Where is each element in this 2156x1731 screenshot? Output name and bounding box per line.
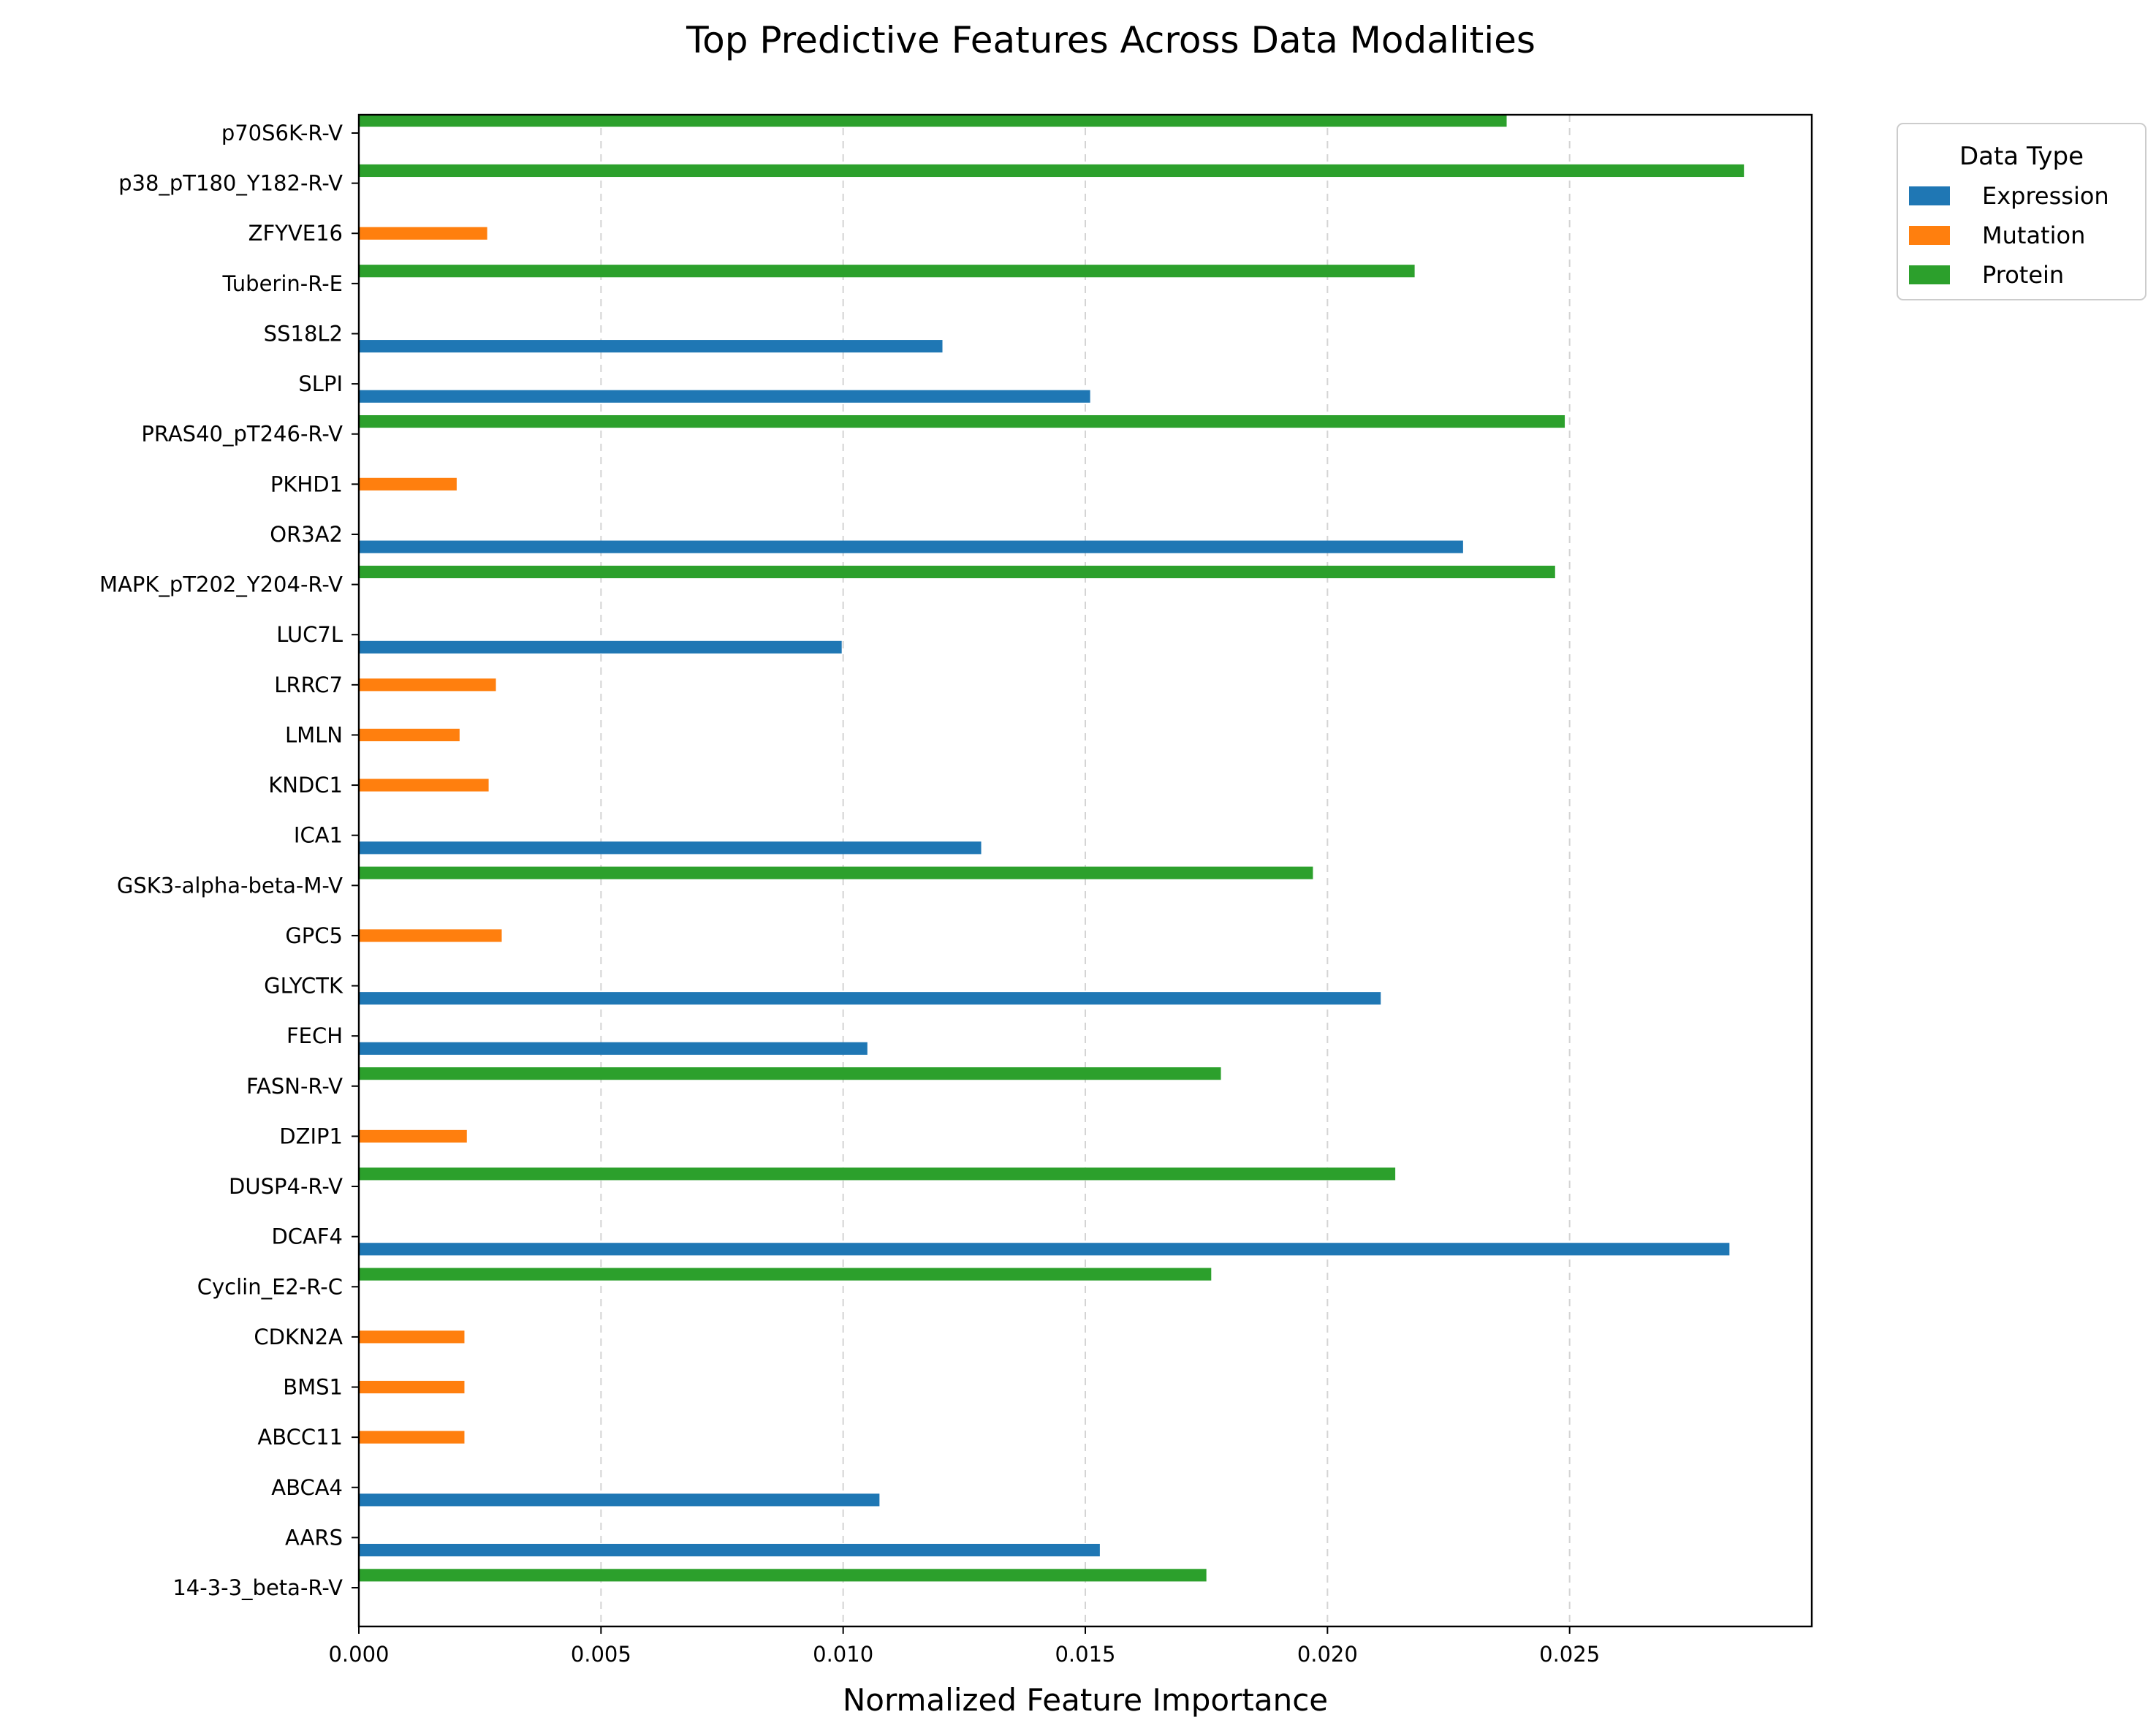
y-axis: p70S6K-R-V p38_pT180_Y182-R-V ZFYVE16 Tuber… xyxy=(99,121,359,1600)
y-tick-label: Cyclin_E2-R-C xyxy=(197,1274,343,1299)
y-tick-label: p38_pT180_Y182-R-V xyxy=(118,171,343,196)
legend-swatch-mutation xyxy=(1909,226,1950,245)
y-tick-label: FECH xyxy=(286,1023,343,1048)
bar-mutation xyxy=(359,477,457,490)
legend-label-expression: Expression xyxy=(1982,182,2109,210)
bar-expression xyxy=(359,1243,1730,1256)
bar-expression xyxy=(359,640,842,654)
legend-swatch-expression xyxy=(1909,186,1950,205)
y-tick-label: AARS xyxy=(285,1525,343,1550)
y-tick-label: DUSP4-R-V xyxy=(229,1174,343,1199)
bar-protein xyxy=(359,1268,1212,1281)
bar-protein xyxy=(359,265,1415,278)
y-tick-label: SLPI xyxy=(298,371,343,396)
bar-mutation xyxy=(359,779,489,792)
y-tick-label: FASN-R-V xyxy=(246,1074,343,1099)
legend-title: Data Type xyxy=(1959,142,2084,171)
bar-protein xyxy=(359,1067,1221,1080)
bar-expression xyxy=(359,1042,868,1055)
bar-mutation xyxy=(359,1330,465,1344)
y-tick-label: ABCC11 xyxy=(257,1425,343,1450)
x-tick-label: 0.005 xyxy=(571,1642,631,1667)
y-tick-label: PKHD1 xyxy=(270,471,343,496)
bar-mutation xyxy=(359,1380,465,1394)
bar-expression xyxy=(359,841,982,855)
x-tick-label: 0.000 xyxy=(328,1642,389,1667)
bar-protein xyxy=(359,1569,1207,1582)
bar-protein xyxy=(359,114,1507,127)
x-tick-label: 0.020 xyxy=(1297,1642,1358,1667)
legend-label-protein: Protein xyxy=(1982,261,2064,289)
y-tick-label: ICA1 xyxy=(294,823,343,848)
legend-swatch-protein xyxy=(1909,265,1950,284)
bar-expression xyxy=(359,390,1090,403)
y-tick-label: LMLN xyxy=(285,722,343,747)
x-tick-label: 0.025 xyxy=(1539,1642,1600,1667)
y-tick-label: DZIP1 xyxy=(279,1124,343,1148)
bar-protein xyxy=(359,164,1745,178)
y-tick-label: p70S6K-R-V xyxy=(221,121,343,145)
y-tick-label: GLYCTK xyxy=(264,974,343,999)
y-tick-label: CDKN2A xyxy=(254,1325,343,1349)
x-tick-label: 0.015 xyxy=(1055,1642,1115,1667)
y-tick-label: ABCA4 xyxy=(271,1475,343,1500)
bar-mutation xyxy=(359,929,502,942)
bar-protein xyxy=(359,414,1565,428)
legend: Data Type Expression Mutation Protein xyxy=(1897,123,2146,300)
bar-expression xyxy=(359,340,943,353)
y-tick-label: KNDC1 xyxy=(268,773,343,798)
y-tick-label: LRRC7 xyxy=(274,673,343,697)
x-tick-label: 0.010 xyxy=(813,1642,873,1667)
y-tick-label: MAPK_pT202_Y204-R-V xyxy=(99,572,343,597)
legend-frame xyxy=(1897,123,2146,300)
y-tick-label: GPC5 xyxy=(285,923,343,948)
x-axis: 0.000 0.005 0.010 0.015 0.020 0.025 xyxy=(328,1626,1600,1667)
chart-title: Top Predictive Features Across Data Moda… xyxy=(686,19,1536,61)
bar-expression xyxy=(359,1493,880,1507)
y-tick-label: Tuberin-R-E xyxy=(221,271,343,296)
y-tick-label: PRAS40_pT246-R-V xyxy=(141,422,343,447)
y-tick-label: SS18L2 xyxy=(264,321,343,346)
bar-mutation xyxy=(359,728,460,742)
y-tick-label: DCAF4 xyxy=(271,1224,343,1249)
y-tick-label: GSK3-alpha-beta-M-V xyxy=(117,873,343,898)
bar-protein xyxy=(359,1167,1396,1181)
bars xyxy=(359,114,1745,1582)
bar-mutation xyxy=(359,1129,467,1143)
legend-label-mutation: Mutation xyxy=(1982,221,2085,249)
bar-protein xyxy=(359,565,1555,579)
bar-expression xyxy=(359,540,1463,553)
y-tick-label: 14-3-3_beta-R-V xyxy=(172,1575,343,1600)
bar-mutation xyxy=(359,227,487,240)
y-tick-label: LUC7L xyxy=(276,622,343,647)
bar-expression xyxy=(359,1543,1100,1557)
x-axis-label: Normalized Feature Importance xyxy=(843,1682,1328,1718)
bar-protein xyxy=(359,866,1313,879)
y-tick-label: ZFYVE16 xyxy=(248,221,343,246)
bar-mutation xyxy=(359,1431,465,1444)
bar-expression xyxy=(359,992,1381,1005)
y-tick-label: BMS1 xyxy=(283,1375,343,1400)
bar-mutation xyxy=(359,678,496,692)
y-tick-label: OR3A2 xyxy=(270,522,343,547)
